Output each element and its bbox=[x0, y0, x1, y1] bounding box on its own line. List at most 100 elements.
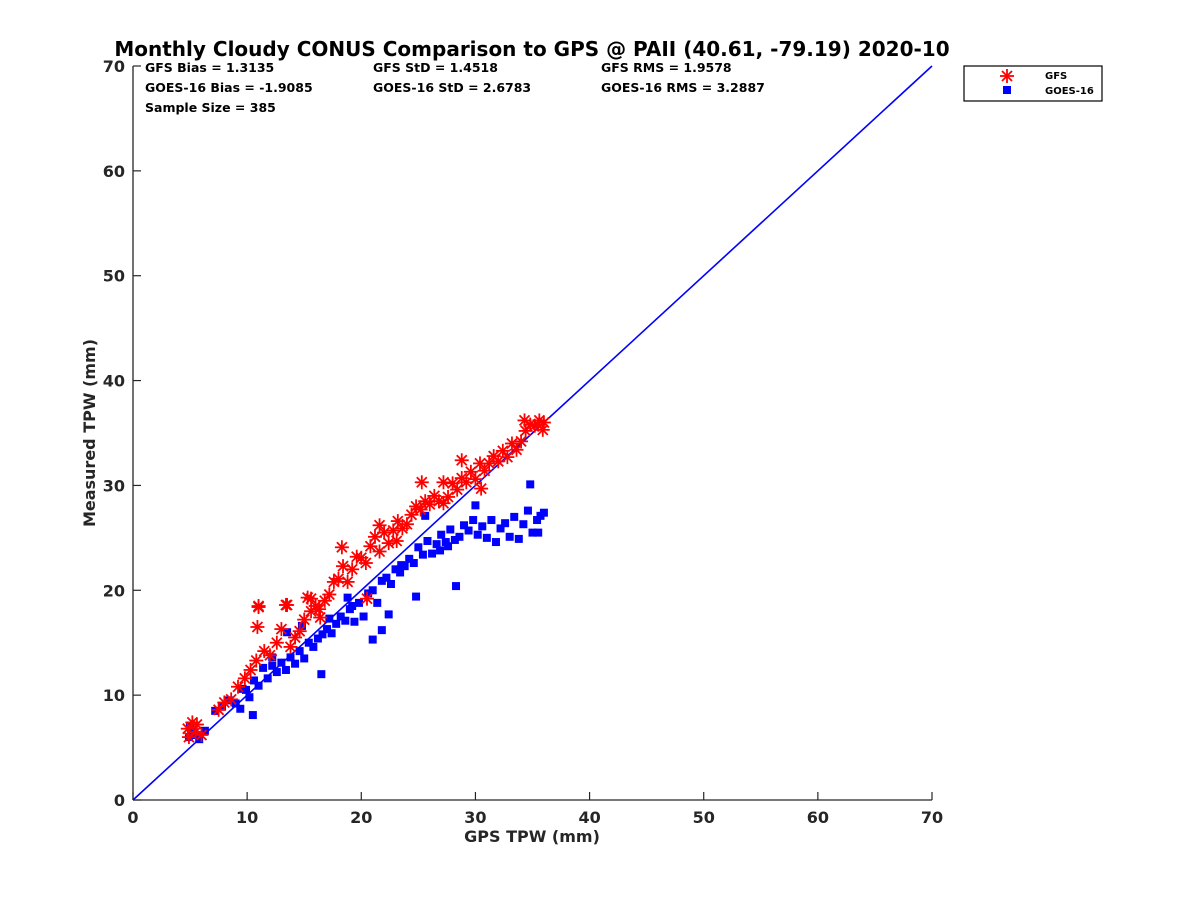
gfs-point bbox=[340, 574, 355, 589]
goes-16-point bbox=[286, 653, 295, 662]
goes-16-point bbox=[533, 516, 542, 525]
goes-16-point bbox=[460, 521, 469, 530]
goes-16-point bbox=[313, 634, 322, 643]
gfs-point bbox=[292, 624, 307, 639]
goes-16-point bbox=[359, 612, 368, 621]
gfs-point bbox=[450, 482, 465, 497]
goes-16-point bbox=[478, 522, 487, 531]
goes-16-point bbox=[505, 532, 514, 541]
goes-16-point bbox=[482, 533, 491, 542]
y-tick-label: 70 bbox=[103, 57, 125, 76]
gfs-point bbox=[269, 635, 284, 650]
gfs-point bbox=[334, 540, 349, 555]
goes-16-point bbox=[236, 704, 245, 713]
goes-16-point bbox=[377, 626, 386, 635]
gfs-point bbox=[358, 556, 373, 571]
goes-16-point bbox=[464, 526, 473, 535]
gfs-point bbox=[372, 518, 387, 533]
goes-16-point bbox=[469, 516, 478, 525]
goes-16-point bbox=[523, 506, 532, 515]
goes-16-point bbox=[309, 642, 318, 651]
x-tick-label: 50 bbox=[693, 808, 715, 827]
goes-16-point bbox=[248, 711, 257, 720]
stat-goes-rms: GOES-16 RMS = 3.2887 bbox=[601, 80, 765, 95]
goes-16-point bbox=[396, 568, 405, 577]
gfs-point bbox=[399, 517, 414, 532]
gfs-point bbox=[372, 544, 387, 559]
goes-16-point bbox=[323, 625, 332, 634]
goes-16-point bbox=[254, 681, 263, 690]
goes-16-point bbox=[343, 593, 352, 602]
goes-16-point bbox=[526, 480, 535, 489]
gfs-point bbox=[211, 702, 226, 717]
gfs-point bbox=[249, 653, 264, 668]
legend: GFS GOES-16 bbox=[963, 65, 1103, 102]
stat-goes-std: GOES-16 StD = 2.6783 bbox=[373, 80, 531, 95]
gfs-point bbox=[345, 562, 360, 577]
y-tick-label: 60 bbox=[103, 162, 125, 181]
goes-16-point bbox=[332, 619, 341, 628]
x-tick-label: 40 bbox=[578, 808, 600, 827]
x-tick-label: 30 bbox=[464, 808, 486, 827]
goes-16-point bbox=[318, 630, 327, 639]
y-tick-label: 30 bbox=[103, 476, 125, 495]
goes-16-point bbox=[336, 612, 345, 621]
goes-16-point bbox=[487, 516, 496, 525]
gfs-point bbox=[477, 463, 492, 478]
gfs-point bbox=[377, 525, 392, 540]
gfs-point bbox=[304, 591, 319, 606]
goes-16-point bbox=[263, 674, 272, 683]
y-tick-label: 10 bbox=[103, 686, 125, 705]
goes-16-point bbox=[377, 576, 386, 585]
goes-16-point bbox=[437, 530, 446, 539]
goes-16-point bbox=[382, 573, 391, 582]
goes-16-point bbox=[364, 589, 373, 598]
goes-16-point bbox=[297, 621, 306, 630]
goes-16-point bbox=[455, 532, 464, 541]
goes-16-point bbox=[281, 665, 290, 674]
y-tick-label: 40 bbox=[103, 372, 125, 391]
axes: 0 10 20 30 40 50 60 70 0 10 20 30 40 50 60 70 bbox=[103, 57, 943, 827]
goes-16-point bbox=[473, 530, 482, 539]
goes-16-point bbox=[259, 663, 268, 672]
goes-16-point bbox=[414, 543, 423, 552]
gfs-point bbox=[243, 662, 258, 677]
goes-16-point bbox=[291, 659, 300, 668]
gfs-point bbox=[322, 587, 337, 602]
goes-16-point bbox=[471, 501, 480, 510]
goes-16-point bbox=[491, 538, 500, 547]
gfs-point bbox=[500, 450, 515, 465]
chart-title: Monthly Cloudy CONUS Comparison to GPS @… bbox=[114, 37, 949, 61]
y-tick-label: 50 bbox=[103, 267, 125, 286]
stat-gfs-std: GFS StD = 1.4518 bbox=[373, 60, 498, 75]
legend-box bbox=[963, 65, 1103, 102]
gfs-point bbox=[517, 413, 532, 428]
goes-16-point bbox=[272, 668, 281, 677]
goes-16-point bbox=[528, 528, 537, 537]
x-tick-label: 70 bbox=[921, 808, 943, 827]
goes-16-point bbox=[238, 684, 247, 693]
goes-16-point bbox=[268, 661, 277, 670]
goes-16-point bbox=[534, 528, 543, 537]
stat-goes-bias: GOES-16 Bias = -1.9085 bbox=[145, 80, 313, 95]
gfs-point bbox=[482, 456, 497, 471]
gfs-point bbox=[280, 597, 295, 612]
x-tick-label: 10 bbox=[236, 808, 258, 827]
goes-16-point bbox=[432, 540, 441, 549]
goes-16-point bbox=[355, 598, 364, 607]
goes-16-point bbox=[428, 549, 437, 558]
goes-16-point bbox=[348, 602, 357, 611]
gfs-point bbox=[312, 602, 327, 617]
gfs-point bbox=[436, 475, 451, 490]
goes-16-point bbox=[368, 586, 377, 595]
goes-16-point bbox=[501, 519, 510, 528]
goes-16-point bbox=[283, 628, 292, 637]
gfs-point bbox=[331, 571, 346, 586]
gfs-point bbox=[414, 475, 429, 490]
goes-16-point bbox=[405, 554, 414, 563]
goes-16-point bbox=[409, 559, 418, 568]
goes-16-series bbox=[184, 480, 548, 744]
goes-16-point bbox=[510, 512, 519, 521]
goes-16-point bbox=[327, 629, 336, 638]
goes-16-point bbox=[539, 508, 548, 517]
